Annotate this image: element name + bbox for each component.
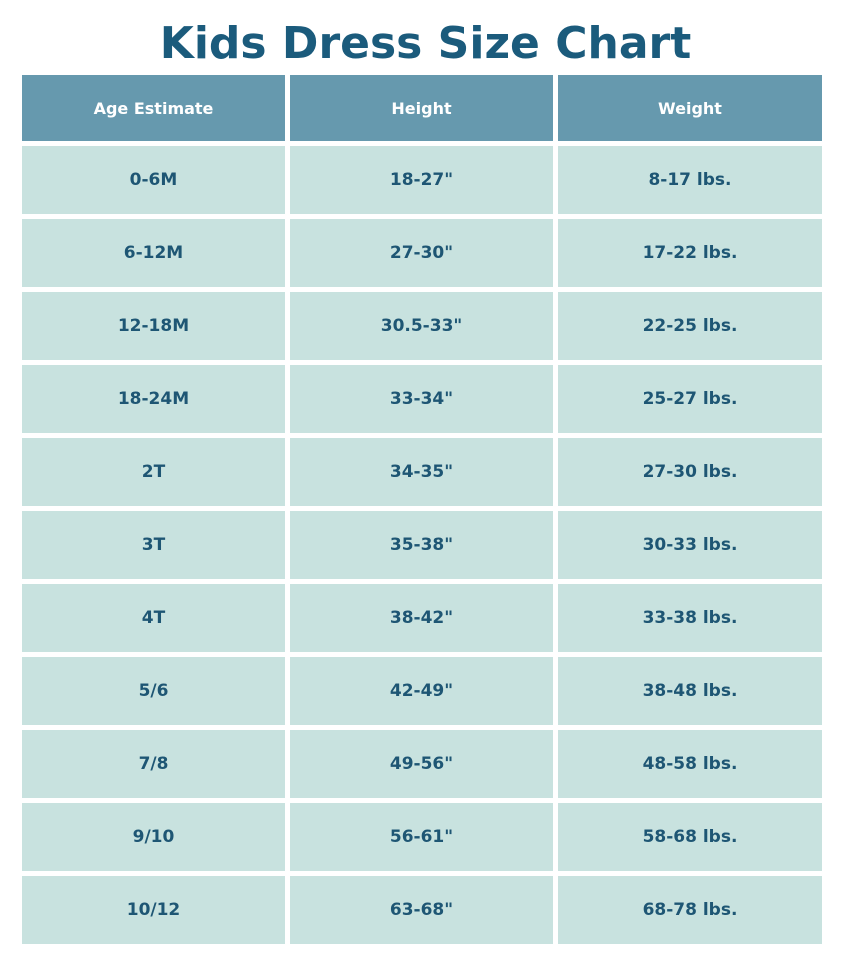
height-cell: 30.5-33" bbox=[290, 292, 553, 360]
age-cell: 2T bbox=[22, 438, 285, 506]
height-cell: 18-27" bbox=[290, 146, 553, 214]
height-cell: 33-34" bbox=[290, 365, 553, 433]
age-cell: 7/8 bbox=[22, 730, 285, 798]
weight-cell: 17-22 lbs. bbox=[558, 219, 822, 287]
height-cell: 42-49" bbox=[290, 657, 553, 725]
age-cell: 10/12 bbox=[22, 876, 285, 944]
age-cell: 18-24M bbox=[22, 365, 285, 433]
weight-cell: 22-25 lbs. bbox=[558, 292, 822, 360]
chart-title: Kids Dress Size Chart bbox=[159, 18, 692, 69]
weight-cell: 68-78 lbs. bbox=[558, 876, 822, 944]
weight-cell: 25-27 lbs. bbox=[558, 365, 822, 433]
age-cell: 4T bbox=[22, 584, 285, 652]
weight-cell: 27-30 lbs. bbox=[558, 438, 822, 506]
age-cell: 9/10 bbox=[22, 803, 285, 871]
height-cell: 49-56" bbox=[290, 730, 553, 798]
height-cell: 35-38" bbox=[290, 511, 553, 579]
weight-cell: 48-58 lbs. bbox=[558, 730, 822, 798]
age-cell: 3T bbox=[22, 511, 285, 579]
weight-cell: 33-38 lbs. bbox=[558, 584, 822, 652]
height-cell: 34-35" bbox=[290, 438, 553, 506]
weight-cell: 58-68 lbs. bbox=[558, 803, 822, 871]
age-cell: 5/6 bbox=[22, 657, 285, 725]
column-header: Height bbox=[290, 75, 553, 141]
height-cell: 63-68" bbox=[290, 876, 553, 944]
height-cell: 27-30" bbox=[290, 219, 553, 287]
height-cell: 38-42" bbox=[290, 584, 553, 652]
column-header: Weight bbox=[558, 75, 822, 141]
size-table: Age Estimate Height Weight 0-6M 18-27" 8-17 l… bbox=[22, 75, 822, 944]
age-cell: 6-12M bbox=[22, 219, 285, 287]
height-cell: 56-61" bbox=[290, 803, 553, 871]
weight-cell: 38-48 lbs. bbox=[558, 657, 822, 725]
column-header: Age Estimate bbox=[22, 75, 285, 141]
age-cell: 0-6M bbox=[22, 146, 285, 214]
weight-cell: 8-17 lbs. bbox=[558, 146, 822, 214]
weight-cell: 30-33 lbs. bbox=[558, 511, 822, 579]
age-cell: 12-18M bbox=[22, 292, 285, 360]
